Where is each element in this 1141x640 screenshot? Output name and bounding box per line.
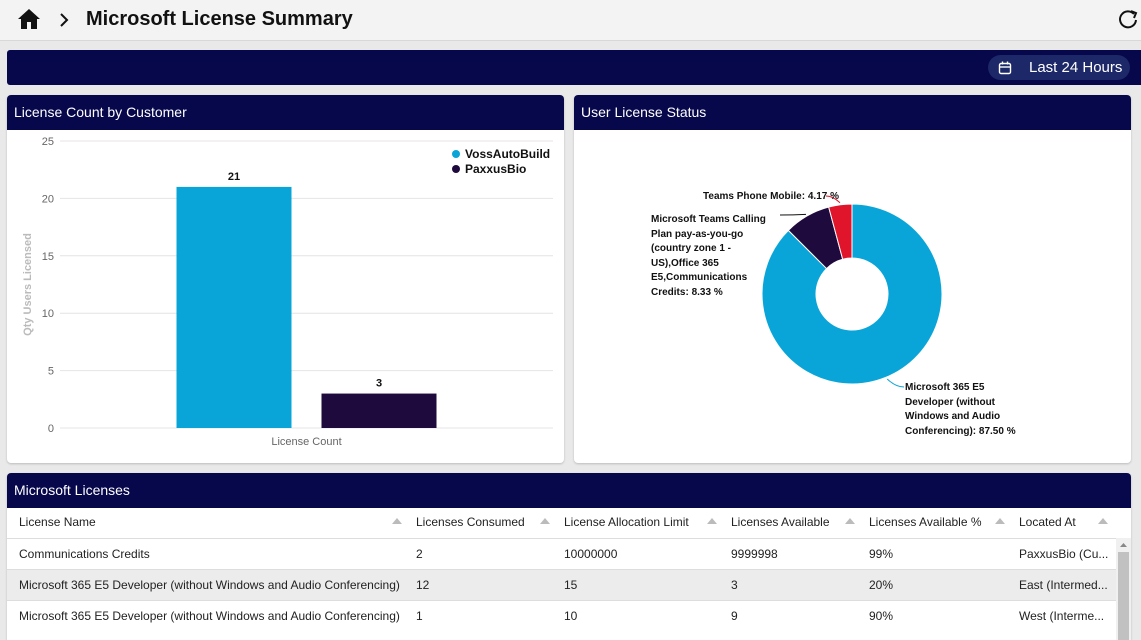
leader-line [887, 379, 904, 387]
scrollbar[interactable] [1116, 538, 1131, 640]
bar-chart: 0 5 10 15 20 25 Qty Users Licensed License Coun… [7, 130, 564, 463]
legend-swatch [452, 150, 460, 158]
y-tick-label: 15 [42, 251, 54, 263]
legend-label: VossAutoBuild [465, 147, 550, 161]
sort-arrow [845, 518, 855, 524]
column-header[interactable]: License Allocation Limit [564, 515, 689, 529]
bar [322, 394, 437, 428]
column-header[interactable]: Located At [1019, 515, 1076, 529]
bar-panel: License Count by Customer 0 5 10 15 20 25 Qty … [7, 95, 564, 463]
sort-arrow [995, 518, 1005, 524]
table-cell: 90% [869, 609, 893, 623]
slice-label: Microsoft 365 E5 Developer (without Wind… [905, 381, 1035, 439]
page-title: Microsoft License Summary [86, 8, 353, 31]
table-cell: 9 [731, 609, 738, 623]
slice-value: 87.50 % [979, 426, 1016, 437]
column-header[interactable]: Licenses Available [731, 515, 830, 529]
panel-title: License Count by Customer [7, 95, 564, 130]
pie-panel: User License Status Microsoft 365 E5 Dev… [574, 95, 1131, 463]
legend-label: PaxxusBio [465, 162, 526, 176]
calendar-icon [998, 61, 1012, 75]
legend-swatch [452, 165, 460, 173]
table-cell: 2 [416, 547, 423, 561]
time-range-button[interactable]: Last 24 Hours [988, 55, 1130, 80]
panel-title: User License Status [574, 95, 1131, 130]
y-tick-label: 20 [42, 193, 54, 205]
column-header[interactable]: Licenses Available % [869, 515, 982, 529]
table-cell: 10000000 [564, 547, 617, 561]
slice-label: Teams Phone Mobile: 4.17 % [679, 190, 839, 205]
scroll-thumb[interactable] [1118, 552, 1129, 640]
table-cell: 20% [869, 578, 893, 592]
table-cell: East (Intermed... [1019, 578, 1108, 592]
table-cell: 9999998 [731, 547, 778, 561]
table-panel: Microsoft Licenses License Name Licenses … [7, 473, 1131, 640]
y-tick-label: 25 [42, 136, 54, 148]
table-cell: 99% [869, 547, 893, 561]
home-icon[interactable] [17, 8, 41, 30]
bar-value-label: 3 [376, 378, 382, 390]
y-tick-label: 5 [48, 366, 54, 378]
y-tick-label: 10 [42, 308, 54, 320]
slice-value: 8.33 % [692, 287, 723, 298]
top-bar: Microsoft License Summary [0, 0, 1141, 41]
bar-value-label: 21 [228, 171, 240, 183]
refresh-icon[interactable] [1117, 8, 1139, 30]
table-cell: West (Interme... [1019, 609, 1104, 623]
y-axis-label: Qty Users Licensed [22, 233, 34, 336]
scroll-up[interactable] [1116, 539, 1131, 551]
table-cell: Communications Credits [19, 547, 150, 561]
sort-arrow [707, 518, 717, 524]
slice-label: Microsoft Teams Calling Plan pay-as-you-… [651, 213, 781, 300]
slice-name: Teams Phone Mobile: [703, 191, 805, 202]
table-row [7, 538, 1116, 570]
table-cell: 15 [564, 578, 577, 592]
table-cell: PaxxusBio (Cu... [1019, 547, 1108, 561]
table-cell: 1 [416, 609, 423, 623]
breadcrumb-chevron [58, 12, 70, 28]
panel-title: Microsoft Licenses [7, 473, 1131, 508]
time-range-label: Last 24 Hours [1029, 59, 1122, 76]
column-header[interactable]: Licenses Consumed [416, 515, 525, 529]
x-tick-label: License Count [271, 436, 341, 448]
table-cell: 12 [416, 578, 429, 592]
slice-name: Microsoft Teams Calling Plan pay-as-you-… [651, 214, 766, 298]
sort-arrow [392, 518, 402, 524]
sort-arrow [1098, 518, 1108, 524]
leader-line [780, 214, 806, 215]
table-cell: 3 [731, 578, 738, 592]
y-tick-label: 0 [48, 423, 54, 435]
sort-arrow [540, 518, 550, 524]
bar [177, 187, 292, 428]
column-header[interactable]: License Name [19, 515, 96, 529]
table-cell: Microsoft 365 E5 Developer (without Wind… [19, 578, 400, 592]
table-cell: 10 [564, 609, 577, 623]
filter-bar [7, 50, 1141, 85]
slice-value: 4.17 % [808, 191, 839, 202]
table-cell: Microsoft 365 E5 Developer (without Wind… [19, 609, 400, 623]
